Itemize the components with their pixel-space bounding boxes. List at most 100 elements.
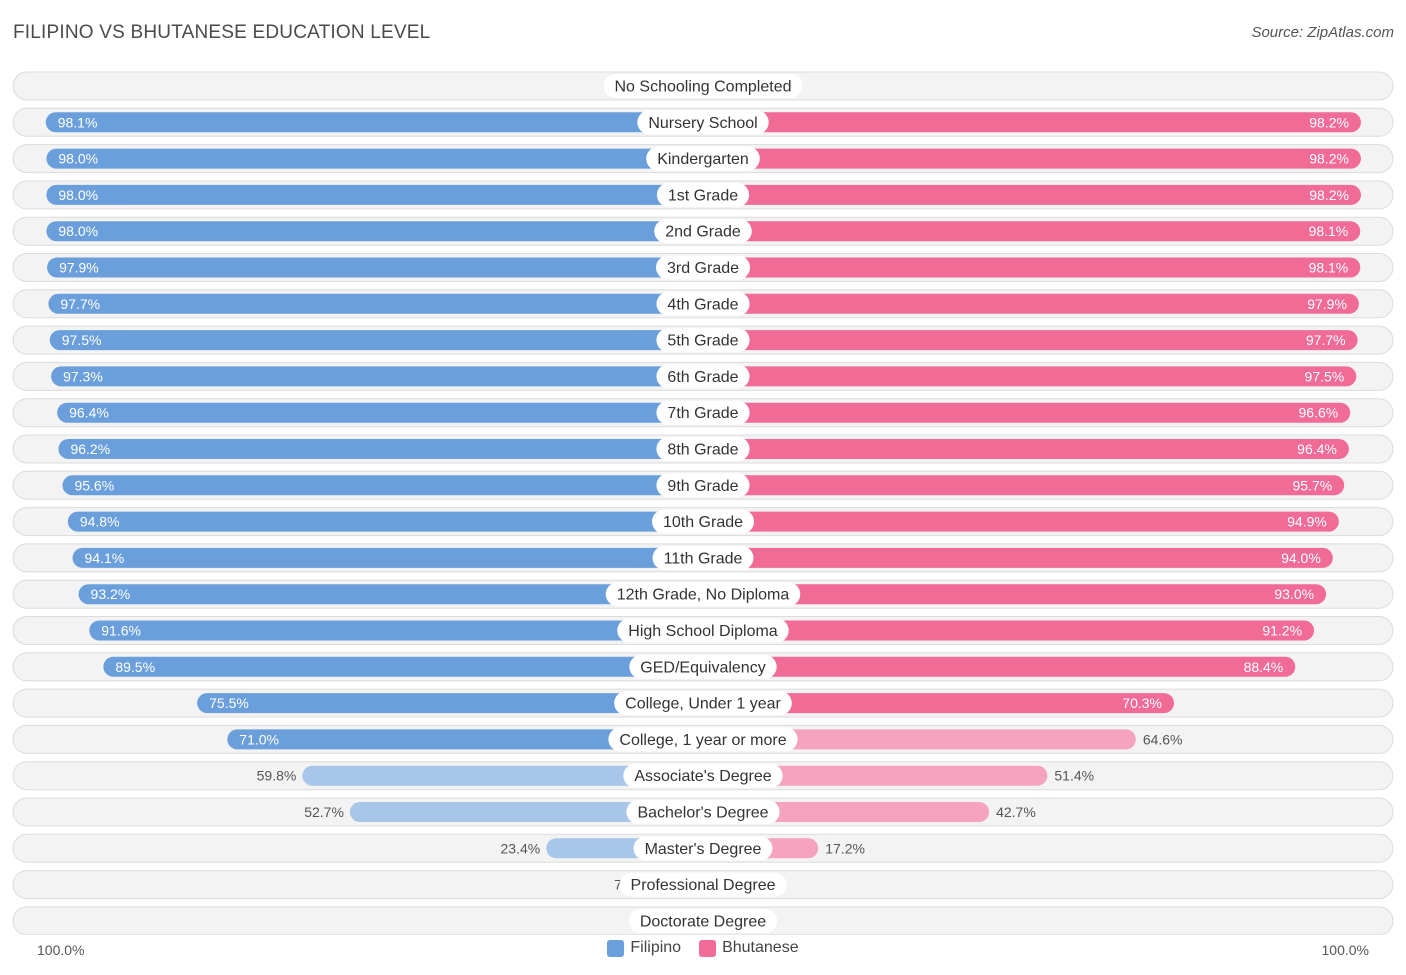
category-label: College, 1 year or more bbox=[619, 732, 786, 749]
value-label-filipino: 97.7% bbox=[60, 296, 100, 312]
bar-bhutanese bbox=[703, 366, 1357, 387]
category-pill bbox=[637, 110, 769, 135]
category-pill bbox=[656, 364, 750, 389]
bar-filipino bbox=[47, 257, 703, 278]
source-credit: Source: ZipAtlas.com bbox=[1251, 24, 1394, 41]
bar-filipino bbox=[62, 475, 704, 496]
category-label: 1st Grade bbox=[668, 187, 738, 204]
bar-bhutanese bbox=[703, 511, 1339, 532]
category-pill bbox=[619, 872, 787, 897]
value-label-filipino: 97.9% bbox=[59, 260, 99, 276]
category-pill bbox=[626, 800, 780, 824]
bar-bhutanese bbox=[703, 402, 1351, 423]
category-label: Nursery School bbox=[648, 115, 757, 132]
category-pill bbox=[656, 400, 750, 425]
bar-bhutanese bbox=[703, 656, 1296, 677]
category-label: 2nd Grade bbox=[665, 224, 741, 241]
value-label-bhutanese: 98.2% bbox=[1309, 151, 1349, 167]
category-label: 10th Grade bbox=[663, 514, 743, 531]
value-label-bhutanese: 91.2% bbox=[1262, 623, 1302, 639]
value-label-filipino: 75.5% bbox=[209, 695, 249, 711]
value-label-filipino: 23.4% bbox=[501, 840, 541, 856]
legend-swatch-bhutanese bbox=[699, 939, 717, 957]
category-pill bbox=[614, 691, 792, 716]
bar-filipino bbox=[197, 693, 703, 714]
legend-label-filipino: Filipino bbox=[630, 939, 682, 956]
value-label-bhutanese: 96.4% bbox=[1297, 441, 1337, 457]
category-label: Master's Degree bbox=[645, 841, 762, 858]
value-label-filipino: 98.0% bbox=[58, 187, 98, 203]
category-label: 8th Grade bbox=[667, 442, 738, 459]
legend-item-filipino[interactable]: Filipino bbox=[607, 939, 681, 957]
bar-bhutanese bbox=[703, 257, 1361, 278]
category-pill bbox=[655, 255, 751, 280]
bar-filipino bbox=[72, 547, 703, 568]
value-label-filipino: 98.0% bbox=[58, 223, 98, 239]
category-pill bbox=[633, 836, 773, 861]
education-chart: 2.0%1.8%No Schooling Completed98.1%98.2%… bbox=[12, 71, 1394, 935]
value-label-bhutanese: 93.0% bbox=[1274, 586, 1314, 602]
bar-filipino bbox=[46, 221, 703, 242]
legend: Filipino Bhutanese bbox=[0, 939, 1406, 957]
category-label: Associate's Degree bbox=[634, 768, 771, 785]
category-pill bbox=[605, 582, 801, 607]
bar-bhutanese bbox=[703, 765, 1048, 786]
value-label-bhutanese: 70.3% bbox=[1122, 695, 1162, 711]
bar-filipino bbox=[48, 293, 704, 314]
value-label-filipino: 97.5% bbox=[62, 332, 102, 348]
category-pill bbox=[629, 654, 777, 679]
bar-filipino bbox=[51, 366, 703, 387]
category-label: College, Under 1 year bbox=[625, 696, 781, 713]
bar-filipino bbox=[58, 439, 703, 459]
legend-item-bhutanese[interactable]: Bhutanese bbox=[699, 939, 799, 957]
value-label-filipino: 89.5% bbox=[115, 659, 155, 675]
value-label-filipino: 96.4% bbox=[69, 405, 109, 421]
category-label: Kindergarten bbox=[657, 151, 749, 168]
bar-filipino bbox=[89, 620, 703, 641]
value-label-bhutanese: 98.1% bbox=[1309, 260, 1349, 276]
value-label-filipino: 91.6% bbox=[101, 623, 141, 639]
value-label-filipino: 96.2% bbox=[70, 441, 110, 457]
legend-swatch-filipino bbox=[607, 939, 625, 957]
category-label: Doctorate Degree bbox=[640, 913, 766, 930]
category-label: GED/Equivalency bbox=[640, 659, 765, 676]
value-label-bhutanese: 88.4% bbox=[1244, 659, 1284, 675]
axis-left-label: 100.0% bbox=[37, 942, 85, 958]
value-label-filipino: 98.0% bbox=[58, 151, 98, 167]
category-pill bbox=[651, 509, 755, 534]
value-label-bhutanese: 98.2% bbox=[1309, 114, 1349, 130]
value-label-filipino: 93.2% bbox=[91, 586, 131, 602]
value-label-filipino: 71.0% bbox=[239, 731, 279, 747]
category-pill bbox=[656, 291, 750, 316]
value-label-filipino: 98.1% bbox=[58, 114, 98, 130]
category-pill bbox=[646, 146, 760, 171]
category-pill bbox=[654, 219, 752, 244]
bar-filipino bbox=[67, 511, 704, 532]
value-label-filipino: 94.1% bbox=[85, 550, 125, 566]
category-pill bbox=[656, 328, 750, 353]
category-pill bbox=[603, 74, 803, 98]
category-pill bbox=[623, 763, 783, 788]
category-pill bbox=[656, 182, 750, 207]
category-pill bbox=[617, 618, 789, 643]
value-label-bhutanese: 95.7% bbox=[1292, 477, 1332, 493]
bar-bhutanese bbox=[703, 584, 1327, 605]
bar-filipino bbox=[349, 802, 703, 822]
value-label-bhutanese: 51.4% bbox=[1054, 768, 1094, 784]
value-label-filipino: 59.8% bbox=[257, 768, 297, 784]
value-label-bhutanese: 97.9% bbox=[1307, 296, 1347, 312]
category-label: 11th Grade bbox=[664, 550, 743, 567]
category-label: 4th Grade bbox=[667, 296, 738, 313]
bar-filipino bbox=[103, 656, 704, 677]
value-label-bhutanese: 96.6% bbox=[1299, 405, 1339, 421]
value-label-bhutanese: 98.1% bbox=[1309, 223, 1349, 239]
bar-bhutanese bbox=[703, 112, 1361, 133]
value-label-bhutanese: 98.2% bbox=[1309, 187, 1349, 203]
value-label-filipino: 52.7% bbox=[304, 804, 344, 820]
value-label-bhutanese: 97.5% bbox=[1305, 368, 1345, 384]
bar-bhutanese bbox=[703, 547, 1333, 568]
legend-label-bhutanese: Bhutanese bbox=[722, 939, 799, 956]
bar-filipino bbox=[46, 148, 703, 169]
category-label: No Schooling Completed bbox=[615, 79, 792, 96]
category-label: Bachelor's Degree bbox=[637, 805, 768, 822]
